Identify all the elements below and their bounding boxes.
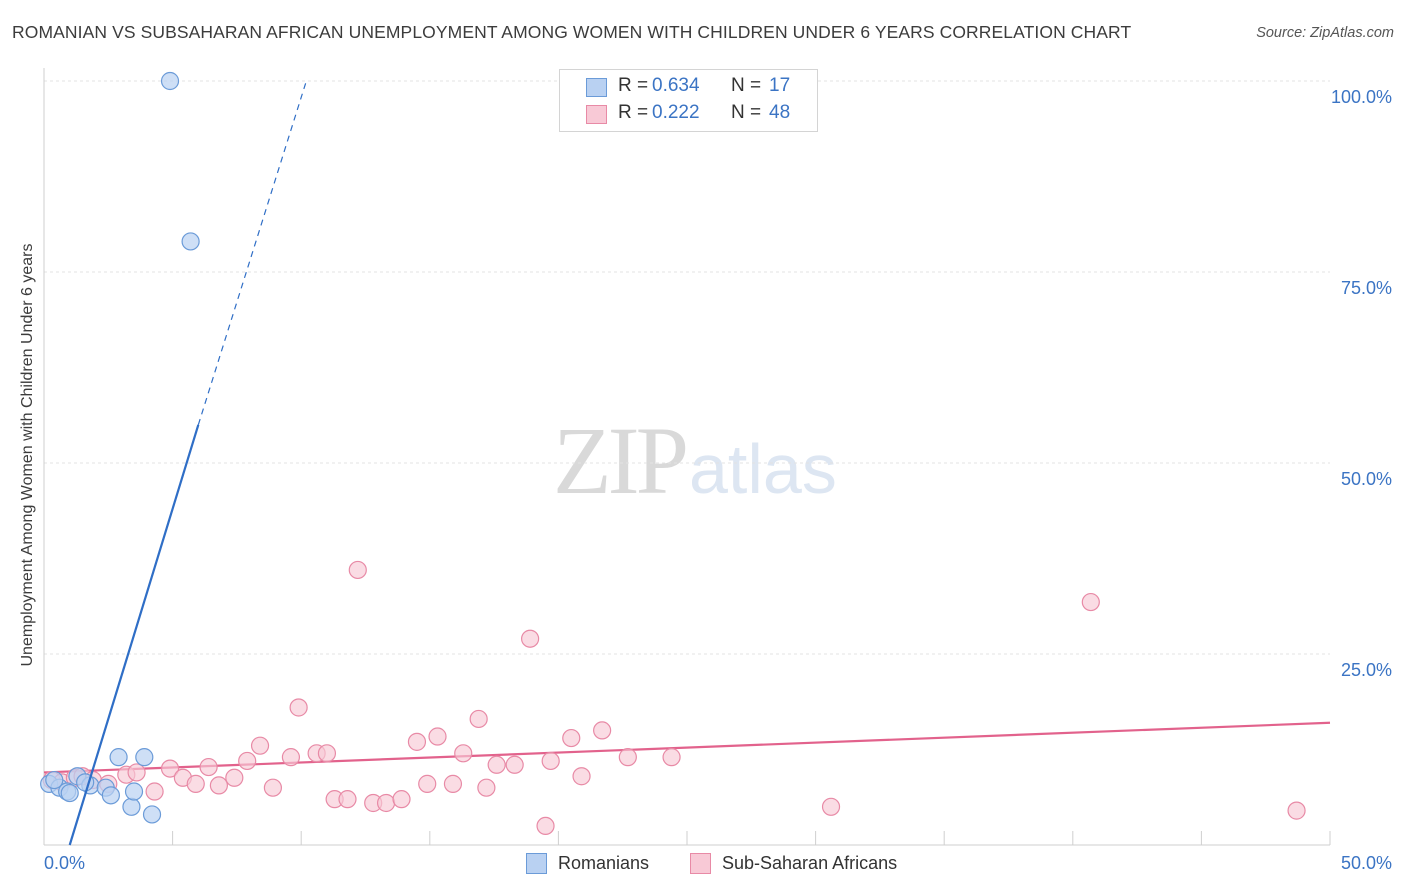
african-point xyxy=(225,768,244,787)
romanian-swatch xyxy=(586,78,607,97)
romanian-n-label: N = xyxy=(731,75,762,96)
african-point xyxy=(477,778,496,797)
axes xyxy=(43,68,1331,846)
chart-title: ROMANIAN VS SUBSAHARAN AFRICAN UNEMPLOYM… xyxy=(12,22,1132,42)
african-point xyxy=(186,774,205,793)
correlation-legend: R = 0.634 N = 17 R = 0.222 N = 48 xyxy=(559,69,818,132)
african-trend-group xyxy=(43,721,1331,774)
african-legend-label: Sub-Saharan Africans xyxy=(722,853,898,873)
african-point xyxy=(662,748,681,767)
romanian-trend-line xyxy=(68,424,200,846)
african-point xyxy=(209,776,228,795)
african-point xyxy=(281,748,301,767)
african-point xyxy=(562,728,581,748)
romanian-point xyxy=(124,782,144,801)
african-point xyxy=(407,732,427,751)
african-point xyxy=(338,790,357,809)
african-point xyxy=(199,757,218,777)
african-swatch xyxy=(586,105,607,124)
romanian-trend-group xyxy=(68,80,307,846)
x-tick-label: 50.0% xyxy=(1341,853,1392,873)
african-point xyxy=(536,816,555,836)
romanian-point xyxy=(60,783,79,803)
romanian-point xyxy=(45,770,64,790)
african-n-value: 48 xyxy=(769,102,791,123)
romanian-point xyxy=(142,805,162,824)
y-tick-label: 25.0% xyxy=(1341,660,1392,680)
african-point xyxy=(418,774,437,793)
african-points xyxy=(42,560,1306,836)
african-point xyxy=(521,629,540,648)
watermark: ZIPatlas xyxy=(553,405,837,516)
grid-lines xyxy=(44,80,1330,655)
african-point xyxy=(618,748,637,767)
romanian-point xyxy=(109,748,128,767)
watermark-atlas: atlas xyxy=(689,430,837,508)
romanian-point xyxy=(181,232,200,251)
romanian-points xyxy=(40,71,200,824)
romanian-r-label: R = xyxy=(618,75,649,96)
african-r-label: R = xyxy=(618,102,649,123)
african-point xyxy=(505,755,524,774)
romanian-legend-label: Romanians xyxy=(558,853,650,873)
african-point xyxy=(469,709,488,729)
romanian-trend-extension xyxy=(197,80,307,425)
romanian-point xyxy=(122,797,141,816)
african-point xyxy=(428,727,447,746)
african-point xyxy=(250,736,270,755)
african-point xyxy=(127,763,146,782)
romanian-r-value: 0.634 xyxy=(652,75,700,96)
x-tick-label: 0.0% xyxy=(44,853,85,873)
romanian-point xyxy=(160,71,180,91)
african-point xyxy=(454,744,473,763)
african-point xyxy=(443,774,463,793)
african-r-value: 0.222 xyxy=(652,102,700,123)
african-point xyxy=(821,797,841,816)
african-point xyxy=(593,721,612,740)
romanian-legend-swatch xyxy=(526,853,547,874)
romanian-point xyxy=(135,748,154,767)
chart-source: Source: ZipAtlas.com xyxy=(1256,25,1394,41)
romanian-point xyxy=(101,786,120,805)
african-point xyxy=(376,793,396,813)
african-point xyxy=(160,759,180,778)
african-point xyxy=(263,778,283,797)
y-tick-label: 100.0% xyxy=(1331,87,1392,107)
african-point xyxy=(487,755,506,774)
romanian-n-value: 17 xyxy=(769,75,791,96)
african-trend-line xyxy=(43,721,1331,774)
african-point xyxy=(145,782,164,801)
watermark-zip: ZIP xyxy=(553,407,689,514)
african-point xyxy=(572,767,591,786)
y-axis-label: Unemployment Among Women with Children U… xyxy=(19,243,36,667)
african-legend-swatch xyxy=(690,853,711,874)
tick-labels: 25.0% 50.0% 75.0% 100.0% 0.0% 50.0% xyxy=(44,87,1392,873)
african-point xyxy=(541,751,560,771)
african-point xyxy=(238,751,257,771)
african-n-label: N = xyxy=(731,102,762,123)
y-tick-label: 50.0% xyxy=(1341,469,1392,489)
african-point xyxy=(289,698,308,717)
african-point xyxy=(348,560,367,580)
y-tick-label: 75.0% xyxy=(1341,278,1392,298)
african-point xyxy=(1081,592,1100,612)
african-point xyxy=(1287,801,1306,820)
african-point xyxy=(317,744,337,763)
african-point xyxy=(392,790,411,809)
